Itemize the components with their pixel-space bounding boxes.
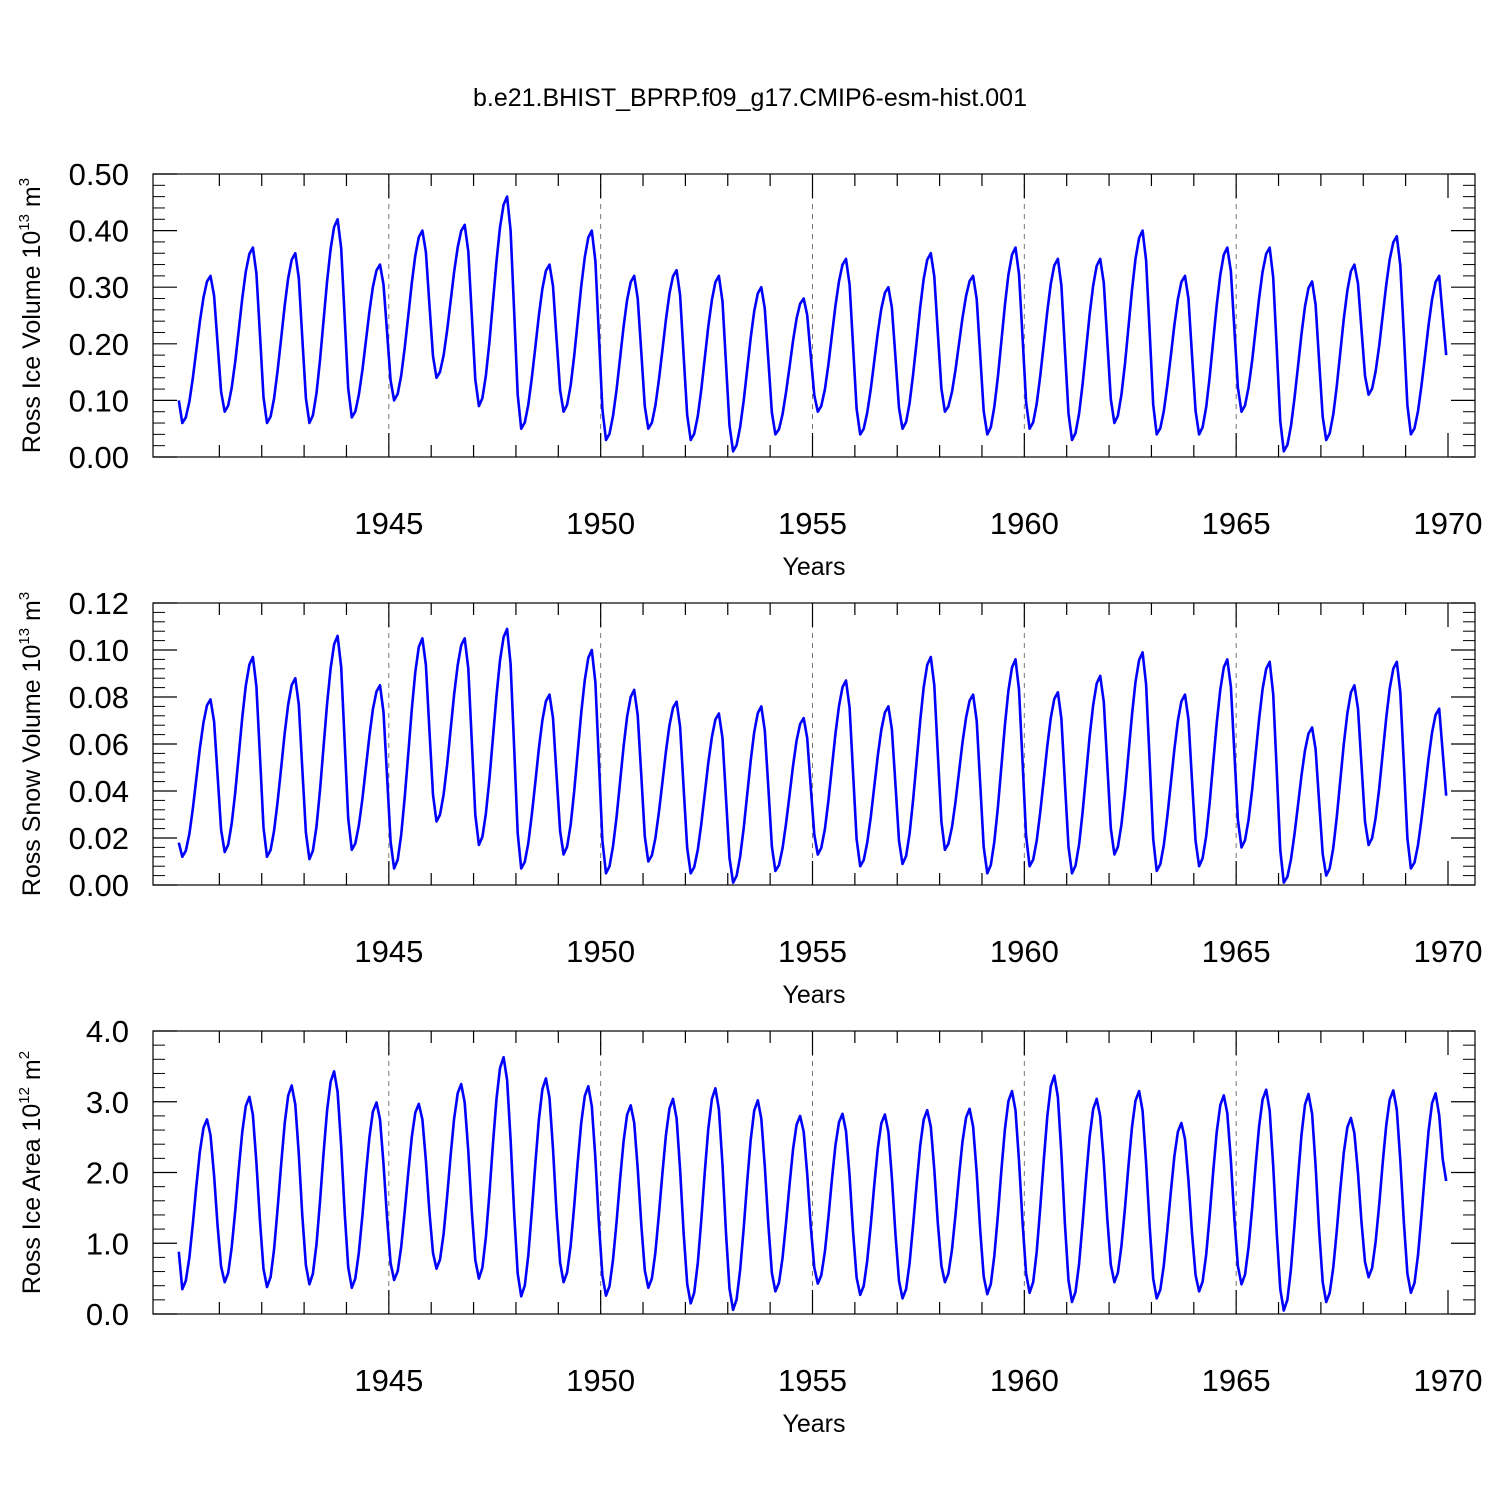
x-tick-label: 1970 [1414,506,1483,541]
y-axis-title-text: Ross Snow Volume 10 [18,645,46,897]
y-axis-title-text: m [18,1059,46,1087]
x-tick-label: 1955 [778,1363,847,1398]
y-tick-label: 0.50 [69,157,129,192]
x-tick-label: 1960 [990,506,1059,541]
y-tick-label: 0.40 [69,214,129,249]
y-axis-title-text: m [18,186,46,214]
y-tick-label: 4.0 [86,1014,129,1049]
x-tick-label: 1955 [778,506,847,541]
x-tick-label: 1965 [1202,934,1271,969]
y-tick-label: 0.00 [69,440,129,475]
x-tick-label: 1960 [990,1363,1059,1398]
x-axis-title: Years [782,553,845,581]
series-line [177,627,1448,884]
x-axis-title: Years [782,981,845,1009]
y-axis-title-text: m [18,600,46,628]
y-axis-title-superscript: 12 [16,1087,33,1104]
y-tick-label: 0.08 [69,680,129,715]
plot-frame [152,173,1476,458]
x-tick-label: 1950 [566,1363,635,1398]
chart-panel-1: 0.00 0.10 0.20 0.30 0.40 0.50 1945 1950 1955 1960… [16,157,1482,581]
y-axis-title: Ross Snow Volume 1013 m3 [16,592,46,896]
y-tick-label: 0.12 [69,586,129,621]
y-axis-title: Ross Ice Area 1012 m2 [16,1051,46,1294]
y-axis-title-text: Ross Ice Area 10 [18,1104,46,1294]
x-tick-label: 1950 [566,506,635,541]
y-tick-label: 3.0 [86,1085,129,1120]
y-axis-title-superscript: 13 [16,628,33,645]
y-tick-label: 0.20 [69,327,129,362]
x-tick-label: 1950 [566,934,635,969]
y-axis-title: Ross Ice Volume 1013 m3 [16,178,46,453]
y-axis-title-superscript: 3 [16,592,33,600]
x-tick-label: 1945 [354,934,423,969]
y-tick-label: 0.00 [69,868,129,903]
y-tick-label: 1.0 [86,1226,129,1261]
x-tick-label: 1960 [990,934,1059,969]
x-axis-title: Years [782,1410,845,1438]
y-tick-label: 0.04 [69,774,129,809]
x-tick-label: 1955 [778,934,847,969]
y-axis-title-superscript: 13 [16,214,33,231]
y-tick-label: 0.02 [69,821,129,856]
chart-panel-2: 0.00 0.02 0.04 0.06 0.08 0.10 0.12 1945 1950 1955… [16,586,1482,1009]
chart-panel-3: 0.0 1.0 2.0 3.0 4.0 1945 1950 1955 1960 1965 1970 Y… [16,1014,1482,1438]
y-axis-title-text: Ross Ice Volume 10 [18,231,46,453]
y-tick-label: 2.0 [86,1156,129,1191]
y-tick-label: 0.10 [69,633,129,668]
y-axis-title-superscript: 2 [16,1051,33,1059]
y-tick-label: 0.06 [69,727,129,762]
x-tick-label: 1945 [354,506,423,541]
series-line [177,195,1448,453]
chart-title: b.e21.BHIST_BPRP.f09_g17.CMIP6-esm-hist.… [473,84,1027,112]
y-axis-title-superscript: 3 [16,178,33,186]
x-tick-label: 1965 [1202,506,1271,541]
x-tick-label: 1970 [1414,1363,1483,1398]
x-tick-label: 1965 [1202,1363,1271,1398]
x-tick-label: 1945 [354,1363,423,1398]
y-tick-label: 0.30 [69,270,129,305]
y-tick-label: 0.10 [69,383,129,418]
x-tick-label: 1970 [1414,934,1483,969]
series-line [177,1055,1448,1312]
y-tick-label: 0.0 [86,1297,129,1332]
